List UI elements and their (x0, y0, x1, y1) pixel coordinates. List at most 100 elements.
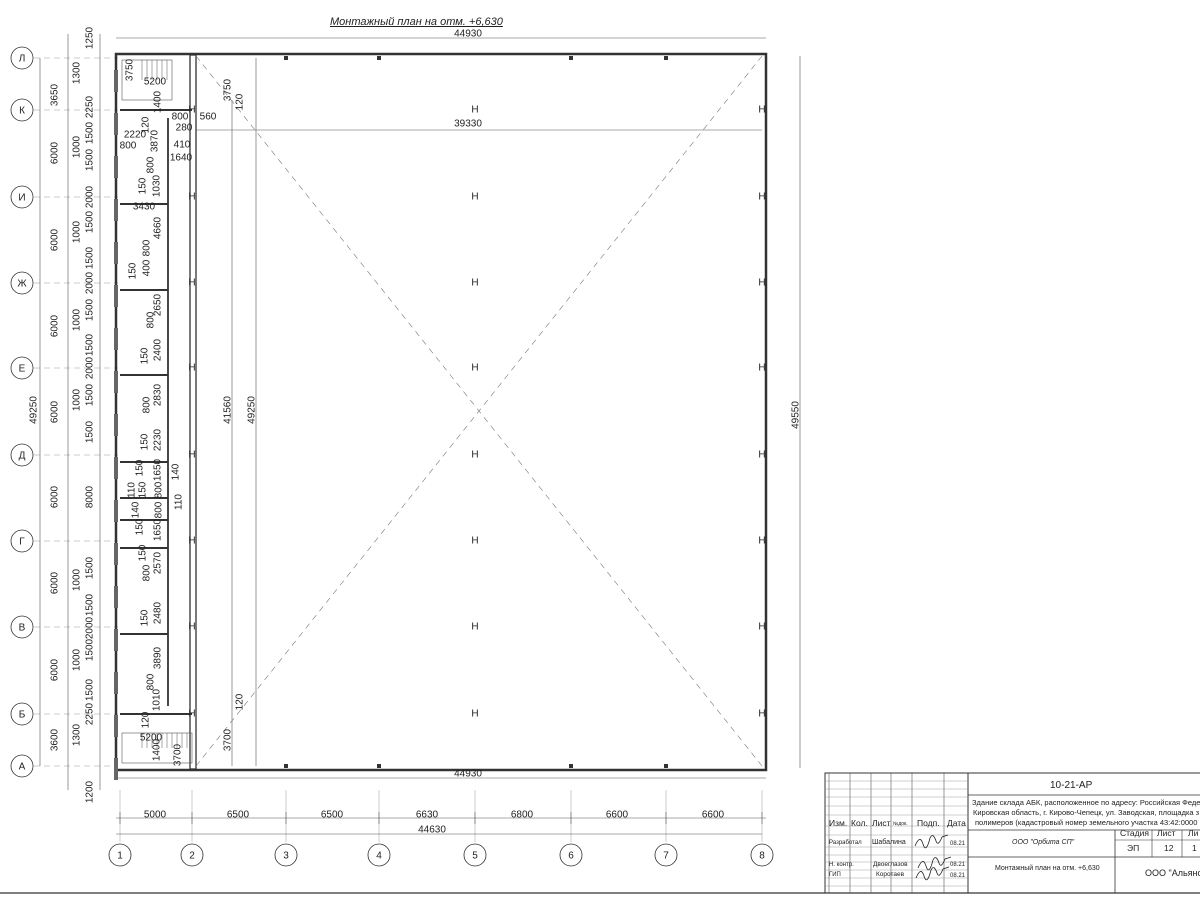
sheets-label: Ли (1188, 828, 1199, 838)
strip-dim: 3700 (173, 743, 184, 766)
column-marker: H (758, 709, 765, 720)
column-spacing-dim: 6500 (321, 810, 344, 821)
designer-org: ООО "Орбита СП" (1012, 839, 1075, 846)
column-spacing-dim: 6600 (606, 810, 629, 821)
strip-dim: 1640 (170, 153, 193, 164)
right-total-height-dim: 49550 (791, 401, 802, 429)
strip-dim: 150 (140, 347, 151, 364)
window (114, 113, 118, 135)
grid-bubble (10, 271, 34, 295)
strip-dim: 800 (154, 501, 165, 518)
detail-dim: 1500 (85, 333, 96, 356)
strip-dim: 800 (142, 564, 153, 581)
grid-bubble (367, 843, 391, 867)
window (114, 242, 118, 264)
grid-bubble (10, 702, 34, 726)
column-marker: H (758, 450, 765, 461)
column-marker: H (758, 536, 765, 547)
column-marker: H (758, 192, 765, 203)
header-date: Дата (947, 818, 966, 828)
signature (915, 866, 950, 881)
header-kol: Кол. (851, 818, 868, 828)
stage-label: Стадия (1120, 828, 1149, 838)
signature (917, 856, 952, 871)
grid-bubble (463, 843, 487, 867)
grid-column-label: 8 (759, 851, 765, 862)
grid-row-label: Д (19, 451, 26, 462)
grid-bubble (180, 843, 204, 867)
strip-dim: 800 (120, 141, 137, 152)
grid-bubble (10, 98, 34, 122)
strip-dim: 150 (135, 459, 146, 476)
inner-height-dim: 41560 (223, 396, 234, 424)
column-marker: H (471, 363, 478, 374)
strip-dim: 2400 (153, 338, 164, 361)
detail-dim: 1500 (85, 420, 96, 443)
grid-row-label: К (19, 106, 25, 117)
inner-width-dim: 39330 (454, 119, 482, 130)
strip-dim: 2220 (124, 130, 147, 141)
column (377, 56, 381, 60)
header-ndok: №док. (893, 821, 908, 827)
strip-dim: 2570 (153, 551, 164, 574)
inner-height-dim: 49250 (247, 396, 258, 424)
detail-dim: 1500 (85, 121, 96, 144)
grid-row-label: И (18, 193, 25, 204)
column (284, 764, 288, 768)
corner-dim: 120 (235, 93, 246, 110)
grid-bubble (10, 754, 34, 778)
column-spacing-dim: 5000 (144, 810, 167, 821)
window (114, 457, 118, 479)
strip-dim: 800 (146, 156, 157, 173)
detail-dim: 2250 (85, 702, 96, 725)
window (114, 414, 118, 436)
row-spacing-dim: 3600 (50, 728, 61, 751)
role-developer: Разработал (829, 840, 862, 846)
column-marker: H (188, 536, 195, 547)
row-spacing-dim: 6000 (50, 141, 61, 164)
drawing-title: Монтажный план на отм. +6,630 (330, 16, 503, 28)
header-podp: Подп. (917, 818, 940, 828)
grid-row-label: Е (19, 364, 26, 375)
strip-dim: 3430 (133, 202, 156, 213)
sheet-title: Монтажный план на отм. +6,630 (995, 865, 1100, 872)
grid-bubble (559, 843, 583, 867)
window (114, 715, 118, 737)
client-org: ООО "Альянс (1145, 868, 1200, 878)
grid-bubble (10, 46, 34, 70)
strip-dim: 150 (138, 544, 149, 561)
window (114, 629, 118, 651)
row-spacing-dim: 6000 (50, 314, 61, 337)
column-marker: H (758, 363, 765, 374)
strip-dim: 5200 (140, 733, 163, 744)
grid-row-label: Г (19, 537, 25, 548)
grid-bubble (750, 843, 774, 867)
column-marker: H (188, 363, 195, 374)
window (114, 70, 118, 92)
strip-dim: 120 (141, 116, 152, 133)
column-marker: H (188, 278, 195, 289)
address-line-3: полимеров (кадастровый номер земельного … (975, 818, 1198, 827)
grid-bubble (10, 356, 34, 380)
signature (914, 834, 949, 849)
strip-dim: 110 (174, 494, 185, 510)
column-marker: H (758, 622, 765, 633)
role-chief-engineer: ГИП (829, 872, 841, 878)
strip-dim: 3870 (150, 129, 161, 152)
corner-dim: 120 (235, 693, 246, 710)
strip-dim: 2650 (153, 293, 164, 316)
strip-dim: 110 (127, 482, 138, 498)
grid-row-label: Ж (17, 279, 27, 290)
detail-dim: 1500 (85, 638, 96, 661)
sheet-label: Лист (1157, 828, 1176, 838)
date-chief-engineer: 08.21 (950, 873, 966, 879)
column-marker: H (188, 105, 195, 116)
column-marker: H (471, 709, 478, 720)
grid-column-label: 1 (117, 851, 123, 862)
sheet-value: 12 (1164, 843, 1174, 853)
grid-column-label: 3 (283, 851, 289, 862)
strip-dim: 1030 (152, 174, 163, 197)
interior-wall (189, 54, 197, 770)
grid-bubble (654, 843, 678, 867)
detail-dim: 1500 (85, 246, 96, 269)
